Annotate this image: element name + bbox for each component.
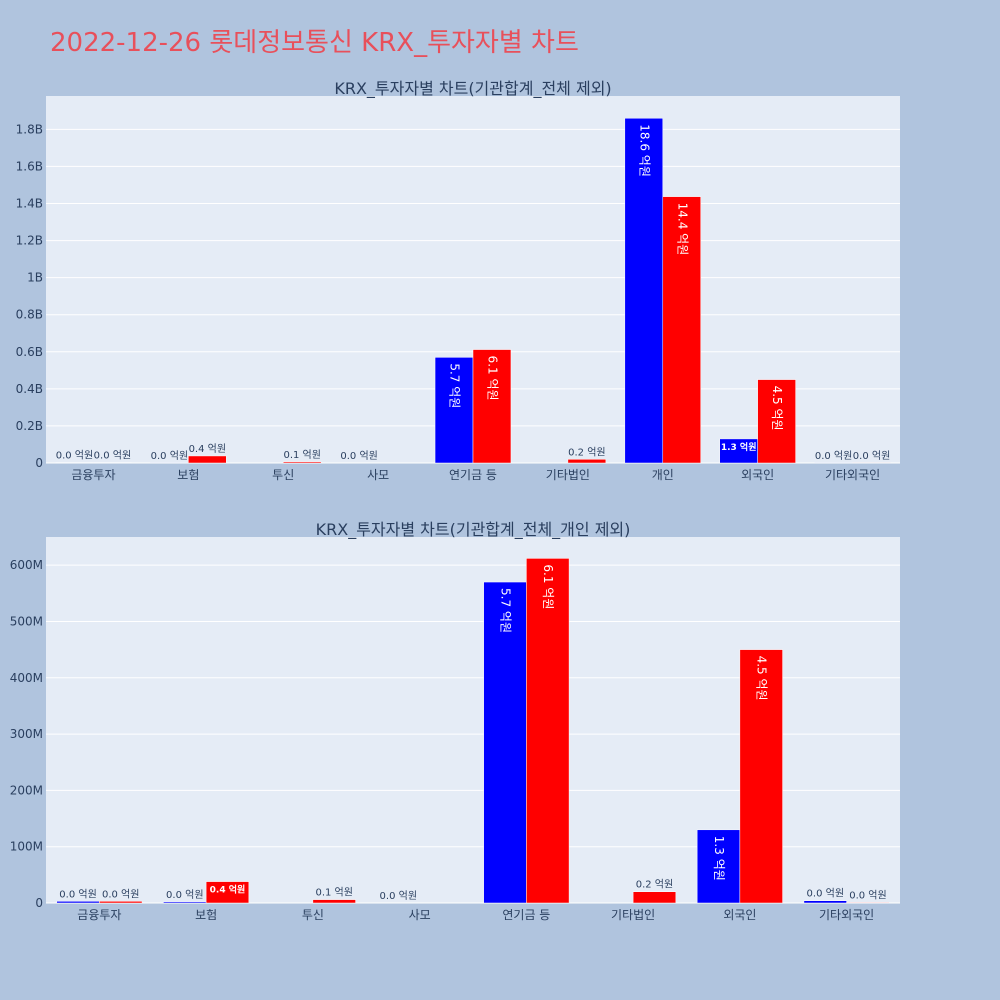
bar-red: [472, 349, 512, 464]
ytick-label: 0: [35, 456, 43, 470]
bar-red: [662, 196, 701, 464]
bar-blue: [803, 900, 847, 904]
ytick-label: 0: [35, 896, 43, 910]
bar-red: [526, 558, 570, 904]
chart-top: 0 0.2B 0.4B 0.6B 0.8B 1B 1.2B 1.4B 1.6B 1.8B KRX_투…: [16, 79, 900, 482]
ytick-label: 1.8B: [16, 122, 43, 136]
chart-title: KRX_투자자별 차트(기관합계_전체 제외): [334, 79, 611, 99]
ytick-label: 200M: [10, 783, 43, 797]
data-label: 0.0 억원: [151, 450, 188, 462]
data-label: 6.1 억원: [541, 564, 555, 609]
xtick-label: 기타외국인: [825, 468, 880, 482]
bar-red: [739, 649, 783, 904]
bar-red: [99, 901, 143, 904]
data-label: 0.0 억원: [102, 888, 139, 900]
data-label: 1.3 억원: [712, 836, 726, 881]
bar-blue: [483, 581, 527, 904]
ytick-label: 0.6B: [16, 345, 43, 359]
data-label: 0.0 억원: [380, 890, 417, 902]
data-label: 0.1 억원: [283, 449, 320, 461]
ytick-label: 1.6B: [16, 159, 43, 173]
xtick-label: 사모: [367, 468, 389, 482]
ytick-label: 500M: [10, 614, 43, 628]
xtick-label: 금융투자: [77, 908, 121, 922]
ytick-label: 600M: [10, 558, 43, 572]
bar-red: [846, 902, 890, 904]
data-label: 4.5 억원: [755, 656, 769, 701]
data-label: 4.5 억원: [770, 386, 784, 431]
data-label: 0.0 억원: [853, 450, 890, 462]
bar-red: [188, 455, 227, 464]
data-label: 14.4 억원: [675, 203, 689, 256]
data-label: 0.0 억원: [815, 450, 852, 462]
ytick-label: 0.4B: [16, 382, 43, 396]
data-label: 0.1 억원: [315, 887, 352, 899]
bar-red: [205, 881, 250, 904]
data-label: 0.4 억원: [210, 884, 246, 896]
xtick-label: 개인: [652, 468, 674, 482]
xtick-label: 투신: [302, 908, 324, 922]
ytick-label: 0.8B: [16, 308, 43, 322]
data-label: 5.7 억원: [499, 588, 513, 633]
data-label: 18.6 억원: [637, 124, 651, 177]
ytick-label: 1B: [27, 271, 43, 285]
data-label: 0.2 억원: [636, 879, 673, 891]
bar-blue: [696, 829, 741, 904]
data-label: 1.3 억원: [721, 441, 757, 453]
xtick-label: 보험: [177, 468, 199, 482]
data-label: 0.0 억원: [849, 889, 886, 901]
xtick-label: 금융투자: [71, 468, 115, 482]
xtick-label: 기타외국인: [819, 908, 874, 922]
bar-red: [757, 379, 796, 464]
ytick-label: 1.4B: [16, 197, 43, 211]
ytick-label: 300M: [10, 727, 43, 741]
data-label: 0.2 억원: [568, 446, 605, 458]
bar-red: [567, 459, 607, 464]
data-label: 0.0 억원: [59, 888, 96, 900]
data-label: 0.0 억원: [56, 450, 93, 462]
xtick-label: 기타법인: [611, 908, 655, 922]
ytick-label: 0.2B: [16, 419, 43, 433]
ytick-label: 1.2B: [16, 234, 43, 248]
ytick-label: 400M: [10, 671, 43, 685]
bar-blue: [163, 901, 207, 904]
xtick-label: 외국인: [723, 908, 756, 922]
bar-blue: [624, 117, 664, 464]
xtick-label: 투신: [272, 468, 294, 482]
xtick-label: 기타법인: [546, 468, 590, 482]
xtick-label: 연기금 등: [449, 468, 497, 482]
data-label: 0.4 억원: [189, 443, 226, 455]
data-label: 0.0 억원: [340, 450, 377, 462]
bar-blue: [434, 357, 474, 464]
bar-blue: [56, 901, 100, 904]
data-label: 6.1 억원: [485, 356, 499, 401]
bar-red: [632, 891, 677, 904]
data-label: 0.0 억원: [94, 450, 131, 462]
xtick-label: 사모: [409, 908, 431, 922]
bar-red: [282, 461, 322, 464]
xtick-label: 연기금 등: [502, 908, 550, 922]
data-label: 0.0 억원: [807, 888, 844, 900]
xtick-label: 외국인: [741, 468, 774, 482]
bar-blue: [719, 438, 758, 464]
data-label: 0.0 억원: [166, 889, 203, 901]
chart-bottom: 0 100M 200M 300M 400M 500M 600M KRX_투자자별 차트(기관합…: [10, 520, 900, 922]
ytick-label: 100M: [10, 840, 43, 854]
data-label: 5.7 억원: [448, 363, 462, 408]
chart-title: KRX_투자자별 차트(기관합계_전체_개인 제외): [316, 520, 631, 540]
bar-red: [312, 899, 356, 904]
xtick-label: 보험: [195, 908, 217, 922]
page-title: 2022-12-26 롯데정보통신 KRX_투자자별 차트: [50, 28, 579, 58]
